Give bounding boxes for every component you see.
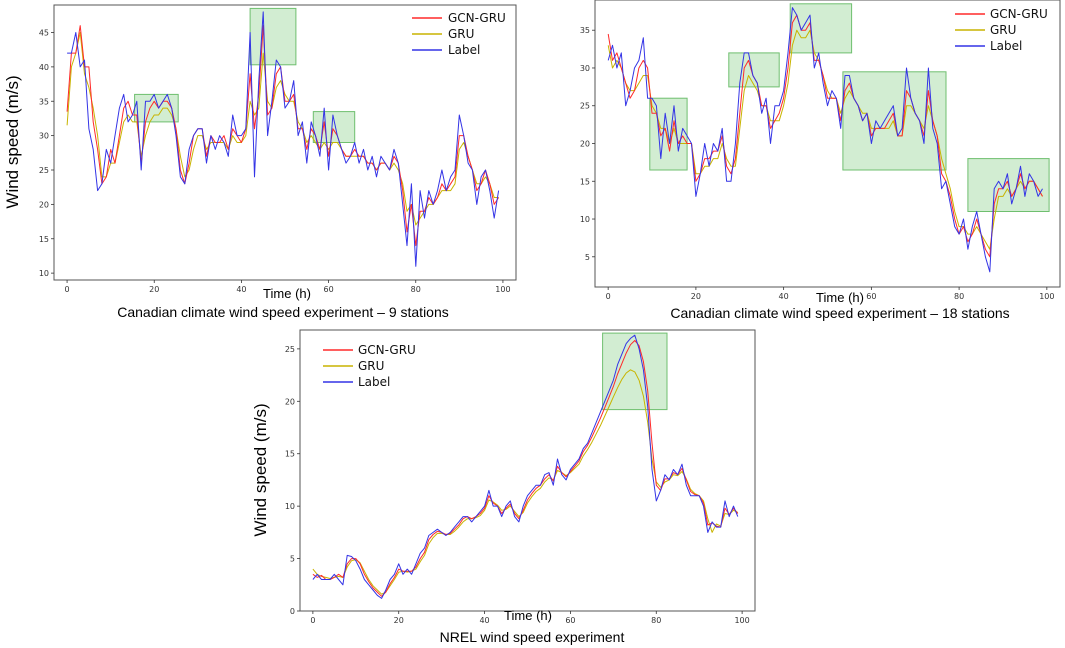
legend-label-gcn-gru: GCN-GRU (990, 7, 1048, 21)
y-tick-label: 10 (580, 215, 590, 224)
legend-label-gru: GRU (448, 27, 474, 41)
highlight-boxes (134, 7, 356, 143)
plot-frame (53, 4, 517, 281)
x-axis-label: Time (h) (504, 608, 552, 623)
axis-ticks: 0 20 40 60 80 100 5 10 15 20 25 30 35 (580, 26, 1055, 301)
y-tick-label: 20 (580, 140, 590, 149)
y-tick-label: 30 (39, 132, 49, 141)
y-tick-label: 45 (39, 29, 49, 38)
series-lines (607, 7, 1043, 273)
axis-ticks: 0 20 40 60 80 100 0 5 10 15 20 25 (285, 345, 750, 625)
chart-9-stations: 0 20 40 60 80 100 10 15 20 25 30 35 40 45 GCN-GRU GRU… (3, 4, 517, 320)
x-tick-label: 60 (565, 616, 575, 625)
x-tick-label: 20 (149, 285, 159, 294)
y-tick-label: 10 (39, 269, 49, 278)
x-tick-label: 100 (1039, 292, 1054, 301)
legend-label-label: Label (358, 375, 390, 389)
chart-caption: Canadian climate wind speed experiment –… (670, 305, 1009, 321)
y-tick-label: 20 (39, 200, 49, 209)
series-line-gru (607, 29, 1043, 250)
x-tick-label: 100 (495, 285, 510, 294)
legend-label-gru: GRU (358, 359, 384, 373)
y-tick-label: 15 (580, 177, 590, 186)
x-tick-label: 80 (411, 285, 421, 294)
y-tick-label: 5 (290, 555, 295, 564)
legend-label-gru: GRU (990, 23, 1016, 37)
legend: GCN-GRU GRU Label (323, 343, 416, 389)
x-tick-label: 60 (323, 285, 333, 294)
series-line-label (67, 11, 500, 267)
legend: GCN-GRU GRU Label (955, 7, 1048, 53)
x-tick-label: 20 (394, 616, 404, 625)
legend: GCN-GRU GRU Label (412, 11, 506, 57)
x-tick-label: 60 (866, 292, 876, 301)
y-tick-label: 15 (285, 450, 295, 459)
y-axis-label: Wind speed (m/s) (251, 403, 270, 536)
y-tick-label: 10 (285, 502, 295, 511)
x-tick-label: 40 (236, 285, 246, 294)
chart-caption: NREL wind speed experiment (440, 629, 625, 645)
legend-label-label: Label (990, 39, 1022, 53)
highlight-box-2 (249, 7, 297, 66)
chart-caption: Canadian climate wind speed experiment –… (117, 304, 449, 320)
chart-nrel: 0 20 40 60 80 100 0 5 10 15 20 25 GCN-GRU GRU Label… (251, 329, 756, 645)
legend-label-label: Label (448, 43, 480, 57)
y-tick-label: 25 (285, 345, 295, 354)
chart-18-stations: 0 20 40 60 80 100 5 10 15 20 25 30 35 GCN-GRU GRU La… (580, 0, 1061, 321)
series-line-label (607, 7, 1043, 273)
y-tick-label: 30 (580, 64, 590, 73)
legend-label-gcn-gru: GCN-GRU (448, 11, 506, 25)
y-tick-label: 35 (39, 97, 49, 106)
highlight-box-3 (789, 3, 853, 54)
series-line-label (312, 334, 739, 599)
y-tick-label: 40 (39, 63, 49, 72)
x-tick-label: 0 (65, 285, 70, 294)
axis-ticks: 0 20 40 60 80 100 10 15 20 25 30 35 40 45 (39, 29, 511, 295)
y-tick-label: 5 (585, 253, 590, 262)
y-tick-label: 0 (290, 607, 295, 616)
x-tick-label: 100 (734, 616, 749, 625)
series-lines (312, 334, 739, 599)
x-tick-label: 0 (606, 292, 611, 301)
x-tick-label: 40 (479, 616, 489, 625)
y-tick-label: 25 (39, 166, 49, 175)
x-axis-label: Time (h) (263, 286, 311, 301)
x-tick-label: 40 (779, 292, 789, 301)
x-tick-label: 0 (310, 616, 315, 625)
series-line-gru (312, 369, 739, 595)
y-axis-label: Wind speed (m/s) (3, 75, 22, 208)
y-tick-label: 20 (285, 397, 295, 406)
y-tick-label: 35 (580, 26, 590, 35)
series-lines (66, 11, 500, 267)
x-tick-label: 80 (651, 616, 661, 625)
x-axis-label: Time (h) (816, 290, 864, 305)
highlight-box-2 (728, 52, 780, 88)
plot-frame (299, 329, 756, 612)
x-tick-label: 20 (691, 292, 701, 301)
y-tick-label: 25 (580, 102, 590, 111)
y-tick-label: 15 (39, 235, 49, 244)
legend-label-gcn-gru: GCN-GRU (358, 343, 416, 357)
highlight-box-3 (312, 111, 356, 143)
x-tick-label: 80 (954, 292, 964, 301)
